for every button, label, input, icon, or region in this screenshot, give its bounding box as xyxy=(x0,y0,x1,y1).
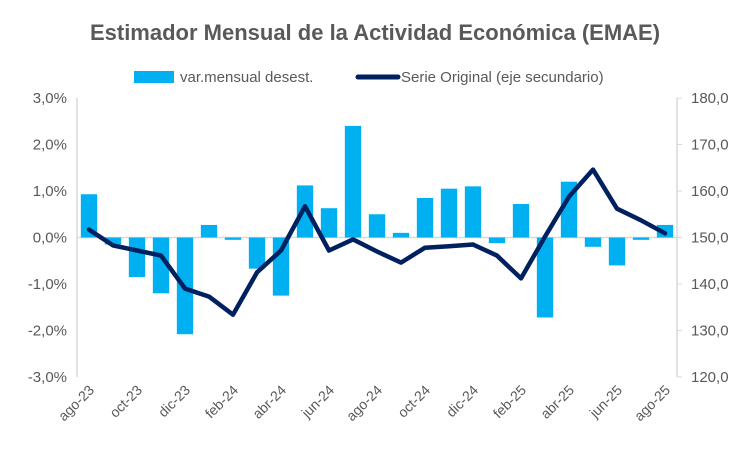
bar xyxy=(464,186,482,238)
y-primary-tick-label: 1,0% xyxy=(33,183,67,200)
legend-swatch-bar xyxy=(134,71,174,83)
line-series xyxy=(86,167,668,317)
x-tick-label: oct-23 xyxy=(106,382,145,421)
bar xyxy=(368,214,386,238)
line-path xyxy=(86,167,668,317)
bar xyxy=(296,185,314,238)
y-secondary-tick-label: 180,0 xyxy=(691,90,729,107)
bar xyxy=(80,194,98,238)
chart-title: Estimador Mensual de la Actividad Económ… xyxy=(90,20,660,45)
x-tick-label: jun-25 xyxy=(586,382,626,422)
bar xyxy=(440,188,458,238)
bar xyxy=(200,224,218,238)
x-tick-label: feb-24 xyxy=(202,382,242,422)
x-tick-label: jun-24 xyxy=(298,382,338,422)
bar xyxy=(152,237,170,294)
bar xyxy=(248,237,266,269)
y-secondary-tick-label: 130,0 xyxy=(691,323,729,340)
y-primary-tick-label: 3,0% xyxy=(33,90,67,107)
y-secondary-tick-label: 120,0 xyxy=(691,369,729,386)
y-secondary-tick-label: 150,0 xyxy=(691,230,729,247)
x-tick-label: dic-23 xyxy=(155,382,193,420)
x-tick-label: feb-25 xyxy=(490,382,530,422)
legend-label-line: Serie Original (eje secundario) xyxy=(401,69,604,86)
legend-label-bar: var.mensual desest. xyxy=(180,69,313,86)
bar xyxy=(104,237,122,245)
x-tick-label: ago-25 xyxy=(631,382,673,424)
bar xyxy=(488,237,506,244)
legend: var.mensual desest. Serie Original (eje … xyxy=(134,69,604,86)
bar xyxy=(536,237,554,318)
x-tick-label: dic-24 xyxy=(443,382,481,420)
bar xyxy=(632,237,650,240)
y-secondary-tick-label: 160,0 xyxy=(691,183,729,200)
y-secondary-tick-label: 140,0 xyxy=(691,276,729,293)
x-tick-label: ago-24 xyxy=(343,382,385,424)
x-tick-label: abr-25 xyxy=(537,382,577,422)
x-tick-label: ago-23 xyxy=(55,382,97,424)
bar xyxy=(392,232,410,238)
bar xyxy=(608,237,626,266)
y-primary-tick-label: 0,0% xyxy=(33,230,67,247)
bar xyxy=(560,181,578,238)
bar xyxy=(224,237,242,240)
y-secondary-tick-label: 170,0 xyxy=(691,137,729,154)
y-primary-tick-label: -2,0% xyxy=(28,323,67,340)
bar xyxy=(128,237,146,278)
bar xyxy=(416,197,434,238)
y-primary-tick-label: 2,0% xyxy=(33,137,67,154)
bar xyxy=(320,208,338,238)
y-primary-tick-label: -1,0% xyxy=(28,276,67,293)
bar xyxy=(584,237,602,247)
x-tick-label: oct-24 xyxy=(394,382,433,421)
bar xyxy=(344,125,362,238)
y-primary-tick-label: -3,0% xyxy=(28,369,67,386)
x-tick-label: abr-24 xyxy=(249,382,289,422)
bar xyxy=(512,204,530,238)
bar-series xyxy=(80,125,674,335)
